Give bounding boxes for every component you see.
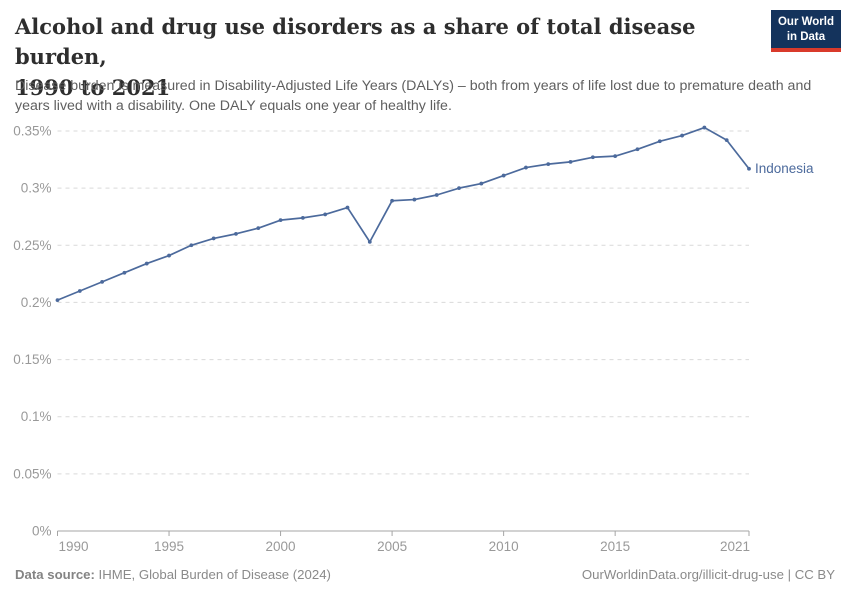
data-point <box>546 162 551 167</box>
x-tick-label: 1995 <box>154 539 184 554</box>
data-point <box>479 181 484 186</box>
data-point <box>680 133 684 138</box>
data-point <box>524 165 528 170</box>
data-source-label: Data source: <box>15 567 95 582</box>
x-tick-label: 2000 <box>266 539 296 554</box>
data-point <box>167 253 171 258</box>
data-point <box>77 289 82 293</box>
chart-footer: Data source: IHME, Global Burden of Dise… <box>15 567 835 582</box>
data-point <box>724 138 729 143</box>
y-tick-label: 0.05% <box>13 466 51 481</box>
title-line-2: 1990 to 2021 <box>15 74 171 100</box>
data-point <box>234 231 238 236</box>
data-point <box>635 147 640 152</box>
x-tick-label: 2005 <box>377 539 407 554</box>
y-tick-label: 0.15% <box>13 352 51 367</box>
data-point <box>613 154 618 159</box>
data-point <box>278 218 283 223</box>
data-point <box>568 159 573 164</box>
data-point <box>323 212 328 217</box>
data-point <box>657 139 662 144</box>
y-tick-label: 0.2% <box>21 295 52 310</box>
y-tick-label: 0% <box>32 524 52 539</box>
title-line-1: Alcohol and drug use disorders as a shar… <box>15 14 696 70</box>
data-point <box>211 236 216 241</box>
data-point <box>189 243 194 248</box>
line-chart: 0% 0.05% 0.1% 0.15% 0.2% 0.25% 0.3% 0.35% 1990 19… <box>13 124 814 555</box>
logo-line-2: in Data <box>786 30 826 43</box>
owid-logo[interactable]: Our World in Data <box>770 10 841 52</box>
y-tick-label: 0.35% <box>13 124 51 139</box>
x-tick-label: 2015 <box>600 539 630 554</box>
data-point <box>590 155 595 160</box>
data-point <box>390 198 394 203</box>
data-point <box>747 166 751 171</box>
y-tick-label: 0.1% <box>21 409 52 424</box>
data-point <box>367 239 372 244</box>
data-point <box>144 261 149 266</box>
data-point <box>434 193 439 197</box>
data-point <box>457 186 461 191</box>
data-source-text: IHME, Global Burden of Disease (2024) <box>94 567 331 582</box>
logo-line-1: Our World <box>777 16 834 28</box>
data-point <box>55 298 60 303</box>
y-tick-label: 0.3% <box>21 181 52 196</box>
x-tick-label: 2010 <box>489 539 519 554</box>
data-point <box>100 279 105 284</box>
attribution-link[interactable]: OurWorldinData.org/illicit-drug-use | CC… <box>581 567 835 582</box>
data-point <box>300 215 305 220</box>
data-point <box>501 173 506 178</box>
data-point <box>122 270 127 275</box>
data-source: Data source: IHME, Global Burden of Dise… <box>15 567 331 582</box>
data-point <box>345 205 350 210</box>
series-label: Indonesia <box>755 161 814 176</box>
data-line <box>56 126 750 301</box>
data-point <box>412 197 417 202</box>
x-tick-label: 2021 <box>720 539 750 554</box>
data-point <box>256 226 261 231</box>
data-point <box>702 125 707 130</box>
chart-subtitle: Disease burden is measured in Disability… <box>15 78 812 114</box>
y-tick-label: 0.25% <box>13 238 51 253</box>
x-tick-label: 1990 <box>59 539 89 554</box>
page-title: Alcohol and drug use disorders as a shar… <box>15 12 760 103</box>
